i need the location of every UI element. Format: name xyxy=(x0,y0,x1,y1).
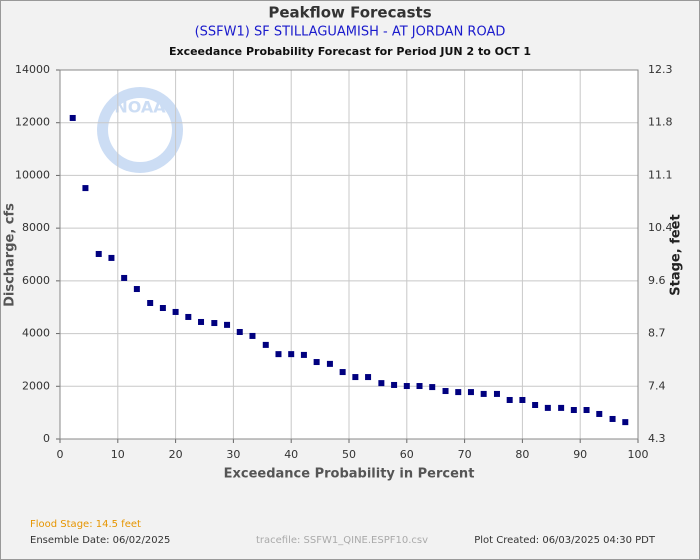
x-tick-label: 50 xyxy=(342,448,356,461)
x-axis-label: Exceedance Probability in Percent xyxy=(224,467,475,482)
flood-stage: Flood Stage: 14.5 feet xyxy=(30,519,141,530)
y2-tick-label: 7.4 xyxy=(648,379,666,392)
point xyxy=(82,185,89,192)
point xyxy=(480,390,487,397)
point xyxy=(519,396,526,403)
y2-tick-label: 4.3 xyxy=(648,432,666,445)
y-axis-label: Discharge, cfs xyxy=(3,203,18,307)
x-tick-label: 70 xyxy=(458,448,472,461)
point xyxy=(159,305,166,312)
point xyxy=(224,321,231,328)
period-text: Exceedance Probability Forecast for Peri… xyxy=(169,45,531,58)
y2-tick-label: 9.6 xyxy=(648,274,666,287)
point xyxy=(275,351,282,358)
noaa-logo: NOAA xyxy=(97,87,183,173)
point xyxy=(391,381,398,388)
point xyxy=(467,389,474,396)
x-tick-label: 90 xyxy=(573,448,587,461)
point xyxy=(121,274,128,281)
x-tick-label: 80 xyxy=(515,448,529,461)
point xyxy=(583,407,590,414)
y-tick-label: 4000 xyxy=(22,327,50,340)
point xyxy=(429,384,436,391)
point xyxy=(403,383,410,390)
chart-title: Peakflow Forecasts xyxy=(268,4,431,22)
point xyxy=(288,351,295,358)
point xyxy=(300,351,307,358)
point xyxy=(326,360,333,367)
y-tick-label: 0 xyxy=(43,432,50,445)
x-tick-label: 40 xyxy=(284,448,298,461)
point xyxy=(198,318,205,325)
x-tick-label: 30 xyxy=(226,448,240,461)
point xyxy=(378,380,385,387)
tracefile: tracefile: SSFW1_QINE.ESPF10.csv xyxy=(256,535,428,546)
point xyxy=(596,410,603,417)
y-tick-label: 6000 xyxy=(22,274,50,287)
point xyxy=(544,404,551,411)
y2-tick-label: 11.8 xyxy=(648,116,673,129)
y2-tick-label: 10.4 xyxy=(648,221,673,234)
point xyxy=(262,341,269,348)
plot-border xyxy=(59,69,639,440)
y-tick-label: 14000 xyxy=(15,63,50,76)
point xyxy=(609,415,616,422)
x-tick-label: 100 xyxy=(628,448,649,461)
y-tick-label: 8000 xyxy=(22,221,50,234)
y-tick-label: 2000 xyxy=(22,379,50,392)
point xyxy=(185,313,192,320)
chart-subtitle: (SSFW1) SF STILLAGUAMISH - AT JORDAN ROA… xyxy=(195,25,506,40)
point xyxy=(622,419,629,426)
x-tick-label: 0 xyxy=(57,448,64,461)
point xyxy=(211,320,218,327)
point xyxy=(147,299,154,306)
point xyxy=(339,369,346,376)
y2-axis-label: Stage, feet xyxy=(669,214,684,295)
y2-tick-label: 8.7 xyxy=(648,327,666,340)
point xyxy=(95,250,102,257)
plot-created: Plot Created: 06/03/2025 04:30 PDT xyxy=(474,535,656,546)
y-tick-label: 10000 xyxy=(15,168,50,181)
x-tick-label: 60 xyxy=(400,448,414,461)
logo-text: NOAA xyxy=(114,98,166,117)
point xyxy=(558,404,565,411)
x-tick-label: 10 xyxy=(111,448,125,461)
point xyxy=(532,401,539,408)
point xyxy=(570,407,577,414)
point xyxy=(506,396,513,403)
y2-tick-label: 11.1 xyxy=(648,168,673,181)
point xyxy=(108,254,115,261)
point xyxy=(365,374,372,381)
y2-tick-label: 12.3 xyxy=(648,63,673,76)
point xyxy=(313,359,320,366)
point xyxy=(133,286,140,293)
point xyxy=(249,332,256,339)
ensemble-date: Ensemble Date: 06/02/2025 xyxy=(30,535,170,546)
point xyxy=(172,308,179,315)
point xyxy=(69,114,76,121)
point xyxy=(236,328,243,335)
point xyxy=(352,374,359,381)
y-tick-label: 12000 xyxy=(15,116,50,129)
point xyxy=(455,389,462,396)
point xyxy=(442,388,449,395)
point xyxy=(416,383,423,390)
point xyxy=(493,390,500,397)
x-tick-label: 20 xyxy=(169,448,183,461)
